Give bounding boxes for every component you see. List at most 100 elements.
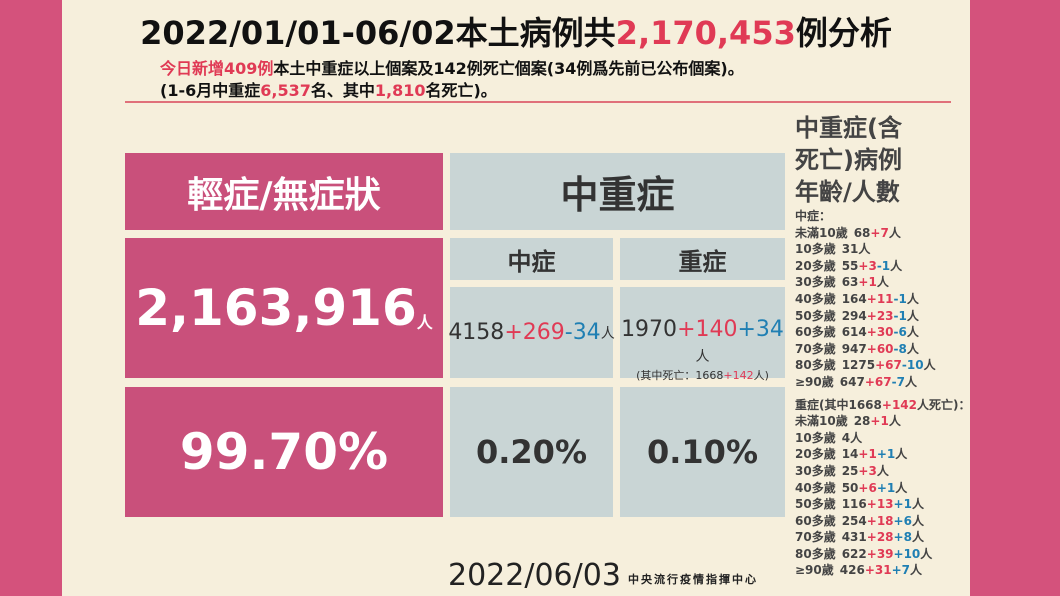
change: +1 [893, 497, 912, 512]
severe-count: 1970+140+34 人 [620, 317, 785, 367]
change: -1 [876, 258, 891, 273]
change: +1 [858, 447, 877, 462]
text-segment: (1-6月中重症 [160, 81, 261, 100]
text-segment: -34 [564, 320, 601, 345]
age-row: 40多歲 164+11-1人 [795, 291, 967, 308]
title: 2022/01/01-06/02本土病例共2,170,453例分析 [62, 8, 970, 54]
change: +18 [866, 513, 894, 528]
count: 63 [841, 275, 859, 290]
unit: 人 [858, 242, 871, 257]
age: 50多歲 [795, 497, 836, 512]
count: 614 [841, 325, 867, 340]
change: +60 [866, 341, 894, 356]
text-segment: 本土中重症以上個案及142例死亡個案(34例爲先前已公布個案)。 [273, 59, 744, 78]
change: +7 [870, 225, 889, 240]
text-segment: 人) [753, 369, 769, 382]
change: +31 [864, 563, 892, 578]
change: +11 [866, 291, 894, 306]
age-row: 60多歲 614+30-6人 [795, 324, 967, 341]
text-segment: 4158 [448, 320, 505, 345]
age-row: 50多歲 116+13+1人 [795, 496, 967, 513]
text-segment: +142 [881, 397, 917, 412]
count: 4 [841, 430, 851, 445]
unit: 人 [895, 480, 908, 495]
text-segment: 今日新增409例 [160, 59, 274, 78]
text-segment: 1,810 [374, 81, 426, 100]
count: 622 [841, 546, 867, 561]
unit: 人 [876, 463, 889, 478]
change: +1 [876, 480, 896, 495]
section-title: 重症(其中1668+142人死亡)： [795, 397, 971, 414]
subtitle-line: (1-6月中重症6,537名、其中1,810名死亡)。 [160, 77, 497, 101]
unit: 人 [895, 447, 908, 462]
change: +39 [866, 546, 894, 561]
mild-percent: 99.70% [125, 387, 443, 517]
moderate-percent: 0.20% [450, 387, 613, 517]
heading-line: 中重症(含 [795, 112, 967, 144]
unit: 人 [876, 275, 889, 290]
count: 116 [841, 497, 867, 512]
text-segment: 中症： [795, 209, 832, 223]
group-header: 中重症 [450, 153, 785, 230]
severe-count-cell: 1970+140+34 人 (其中死亡：1668+142人) [620, 287, 785, 382]
count: 254 [841, 513, 867, 528]
change: -10 [901, 358, 924, 373]
unit: 人 [923, 358, 936, 373]
count: 55 [841, 258, 859, 273]
heading-line: 年齡/人數 [795, 176, 967, 208]
age: 70多歲 [795, 530, 836, 545]
unit: 人 [416, 313, 433, 332]
unit: 人 [911, 513, 924, 528]
age: 未滿10歲 [795, 225, 848, 240]
count: 294 [841, 308, 867, 323]
age-row: 20多歲 14+1+1人 [795, 446, 967, 463]
unit: 人 [910, 563, 923, 578]
text-segment: 6,537 [260, 81, 311, 100]
change: +23 [866, 308, 894, 323]
text-segment: 人 [600, 325, 615, 342]
age-row: 50多歲 294+23-1人 [795, 308, 967, 325]
change: +1 [858, 275, 877, 290]
age-row: 60多歲 254+18+6人 [795, 513, 967, 530]
age-row: 80多歲 1275+67-10人 [795, 357, 967, 374]
unit: 人 [906, 341, 919, 356]
text-segment: 例分析 [795, 14, 892, 52]
age: 10多歲 [795, 242, 836, 257]
text-segment: +142 [723, 369, 754, 382]
age-row: 20多歲 55+3-1人 [795, 258, 967, 275]
text-segment: 人死亡)： [917, 397, 971, 412]
text-segment: 名、其中 [310, 81, 375, 100]
count: 647 [839, 374, 865, 389]
age-row: 70多歲 947+60-8人 [795, 341, 967, 358]
count: 947 [841, 341, 867, 356]
change: +67 [875, 358, 902, 373]
text-segment: 重症(其中1668 [795, 397, 882, 412]
age-row: 70多歲 431+28+8人 [795, 529, 967, 546]
change: +1 [876, 447, 896, 462]
unit: 人 [920, 546, 933, 561]
section-title: 中症： [795, 208, 967, 225]
heading: 年齡/人數 [795, 178, 900, 206]
age: 80多歲 [795, 546, 836, 561]
unit: 人 [906, 291, 919, 306]
age: 30多歲 [795, 275, 836, 290]
age: 20多歲 [795, 447, 836, 462]
unit: 人 [888, 414, 901, 429]
count: 426 [839, 563, 865, 578]
age: 50多歲 [795, 308, 836, 323]
count: 50 [841, 480, 859, 495]
mild-count: 2,163,916 [135, 279, 417, 337]
age: 70多歲 [795, 341, 836, 356]
mild-count-cell: 2,163,916 人 [125, 238, 443, 378]
text-segment: 2022/01/01-06/02本土病例共 [140, 14, 616, 52]
change: -7 [891, 374, 905, 389]
change: +67 [864, 374, 892, 389]
unit: 人 [911, 530, 924, 545]
severe-note: (其中死亡：1668+142人) [620, 367, 785, 383]
severe-percent: 0.10% [620, 387, 785, 517]
source: 中央流行疫情指揮中心 [628, 573, 758, 586]
moderate-count: 4158 +269 -34 人 [448, 287, 615, 378]
change: +30 [866, 325, 894, 340]
date: 2022/06/03 [448, 558, 621, 593]
